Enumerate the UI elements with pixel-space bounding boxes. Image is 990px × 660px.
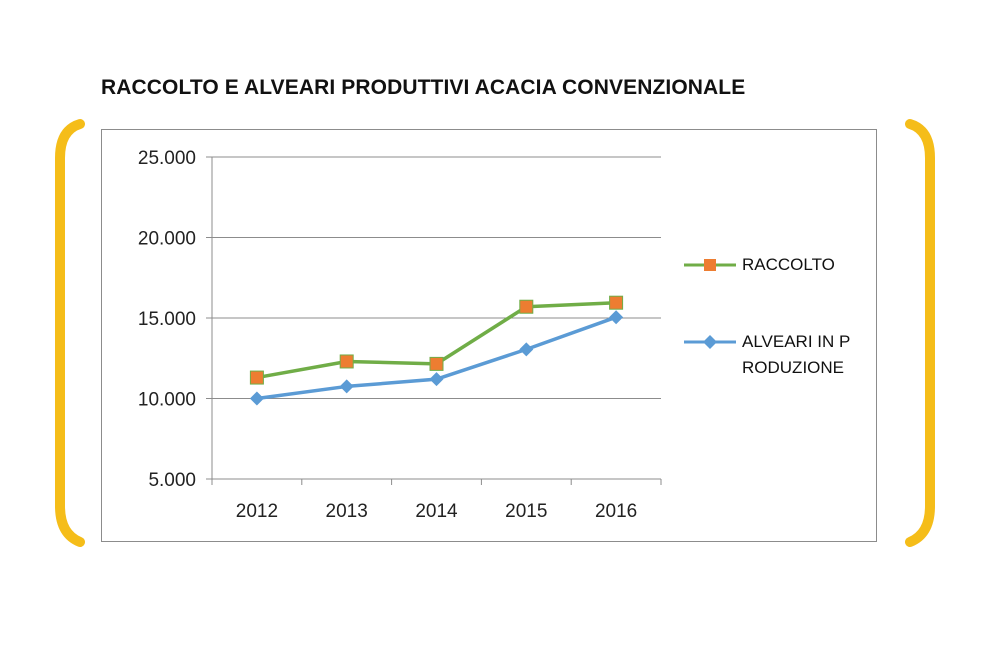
series-point-0: [609, 295, 624, 310]
legend-label-alveari: ALVEARI IN PRODUZIONE: [742, 332, 851, 377]
legend-swatch-alveari: [684, 335, 736, 349]
x-tick-label: 2015: [505, 501, 547, 522]
series-point-1: [339, 379, 354, 394]
chart-title: RACCOLTO E ALVEARI PRODUTTIVI ACACIA CON…: [101, 76, 746, 99]
series-point-0: [519, 299, 534, 314]
left-bracket: [55, 119, 85, 547]
series-point-1: [249, 391, 264, 406]
legend-label-raccolto: RACCOLTO: [742, 255, 835, 274]
y-tick-label: 20.000: [138, 229, 196, 250]
y-tick-label: 25.000: [138, 148, 196, 169]
legend-item-raccolto: RACCOLTO: [682, 255, 862, 278]
chart-frame: [101, 129, 877, 542]
y-tick-label: 10.000: [138, 390, 196, 411]
right-bracket: [905, 119, 935, 547]
y-tick-label: 5.000: [148, 470, 196, 491]
series-point-0: [429, 356, 444, 371]
series-point-1: [609, 310, 624, 325]
series-point-0: [339, 354, 354, 369]
series-point-0: [249, 370, 264, 385]
series-point-1: [519, 342, 534, 357]
x-tick-label: 2013: [326, 501, 368, 522]
legend-swatch-raccolto: [684, 259, 736, 271]
y-tick-label: 15.000: [138, 309, 196, 330]
legend-item-alveari: ALVEARI IN PRODUZIONE: [682, 332, 862, 381]
series-point-1: [429, 372, 444, 387]
x-tick-label: 2014: [415, 501, 458, 522]
x-tick-label: 2012: [236, 501, 278, 522]
x-tick-label: 2016: [595, 501, 637, 522]
